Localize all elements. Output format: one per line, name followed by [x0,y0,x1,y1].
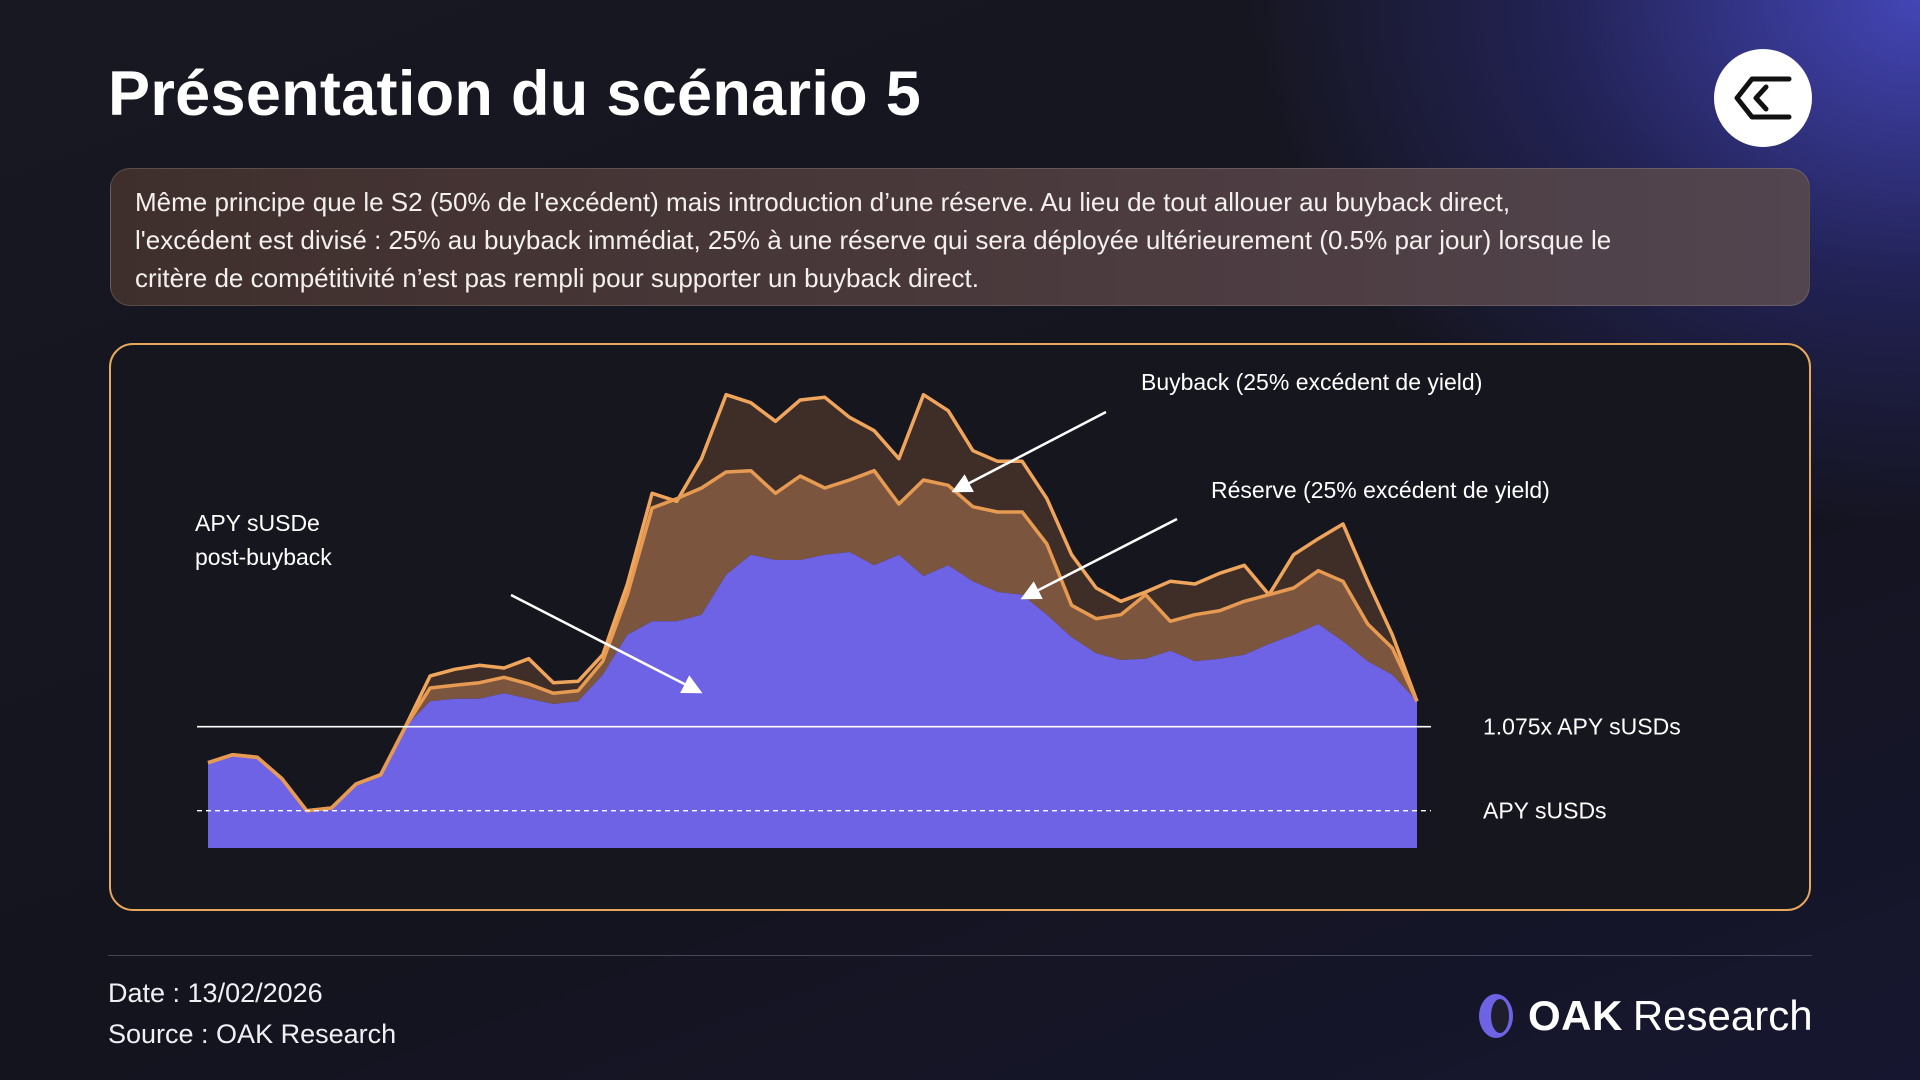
apy-susde-area [208,552,1417,848]
buyback-area [208,394,1417,811]
reserve-line [207,468,1419,813]
footer-date: Date : 13/02/2026 [108,978,323,1008]
sigma-icon [1734,76,1792,120]
arrow-apy-susde [510,593,703,694]
ref-label-1075-susds: 1.075x APY sUSDs [1483,714,1681,740]
logo-badge [1714,49,1812,147]
arrow-reserve [1020,517,1178,600]
page-title: Présentation du scénario 5 [108,59,922,129]
annotation-reserve: Réserve (25% excédent de yield) [1211,477,1550,503]
description-box: Même principe que le S2 (50% de l'excéde… [110,168,1810,306]
chart-panel: 1.075x APY sUSDs APY sUSDs Buyback (25% … [109,343,1811,911]
area-chart: 1.075x APY sUSDs APY sUSDs Buyback (25% … [195,369,1681,848]
brand-name-oak: OAK [1528,992,1623,1039]
brand-name-research: Research [1632,992,1813,1039]
annotation-apy-susde: post-buyback [195,544,332,570]
annotation-apy-susde: APY sUSDe [195,510,320,536]
ref-label-susds: APY sUSDs [1483,798,1607,824]
oak-ring-icon [1479,994,1513,1038]
description-line: l'excédent est divisé : 25% au buyback i… [135,225,1612,255]
arrow-buyback [951,410,1107,493]
description-line: critère de compétitivité n’est pas rempl… [135,263,979,293]
footer-source: Source : OAK Research [108,1019,397,1049]
reserve-area [208,470,1417,811]
brand-logo: OAK Research [1476,988,1813,1044]
footer-divider [108,955,1812,956]
description-line: Même principe que le S2 (50% de l'excéde… [135,187,1511,217]
annotation-buyback: Buyback (25% excédent de yield) [1141,369,1482,395]
